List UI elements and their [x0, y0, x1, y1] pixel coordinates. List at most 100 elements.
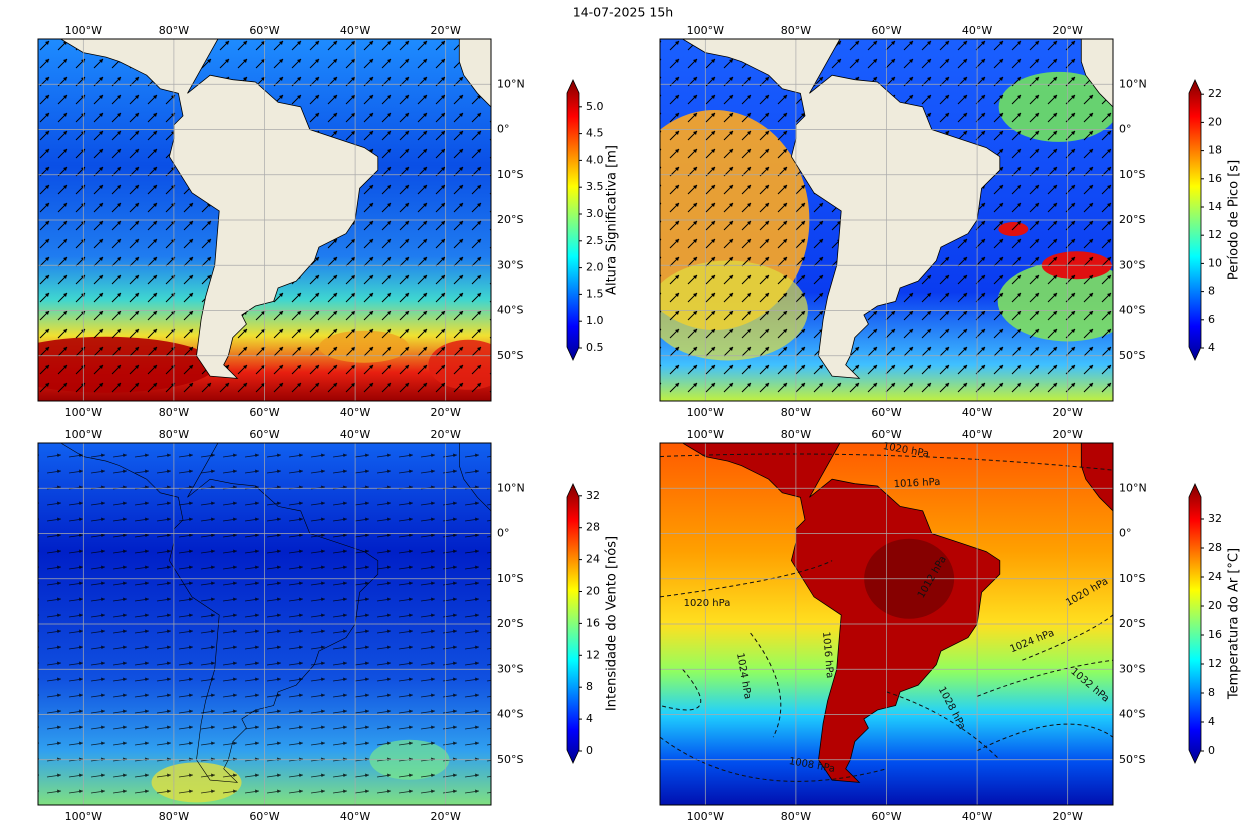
colorbar-tick-label: 2.5	[586, 234, 604, 247]
lon-label: 100°W	[687, 810, 724, 823]
land	[56, 39, 379, 379]
map-frame	[37, 442, 492, 806]
colorbar-tick-label: 24	[1208, 570, 1222, 583]
colorbar-tick-label: 28	[1208, 541, 1222, 554]
colorbar-tick-label: 28	[586, 521, 600, 534]
land	[458, 39, 491, 108]
colorbar-tick-label: 32	[1208, 512, 1222, 525]
colorbar-tick-label: 8	[586, 680, 593, 693]
lon-label: 80°W	[159, 428, 189, 441]
map-area	[38, 443, 491, 805]
lat-label: 50°S	[1119, 349, 1145, 362]
colorbar-label: Período de Pico [s]	[1227, 160, 1242, 280]
lat-label: 40°S	[497, 304, 523, 317]
lon-label: 60°W	[249, 810, 279, 823]
colorbar-tick-label: 3.5	[586, 180, 604, 193]
lat-label: 30°S	[497, 258, 523, 271]
lat-label: 40°S	[497, 708, 523, 721]
colorbar-tick-label: 4.0	[586, 153, 604, 166]
lon-label: 20°W	[1053, 810, 1083, 823]
colorbar: 0 4 8 12 16 20 24 28 32 Intensidade do Vento [nós…	[566, 483, 620, 764]
lon-label: 100°W	[65, 428, 102, 441]
lon-label: 20°W	[431, 406, 461, 419]
lon-label: 80°W	[781, 24, 811, 37]
figure-title: 14-07-2025 15h	[573, 5, 673, 20]
lon-label: 100°W	[65, 406, 102, 419]
colorbar-tick-label: 20	[1208, 599, 1222, 612]
colorbar-label: Intensidade do Vento [nós]	[605, 536, 620, 711]
lat-label: 0°	[497, 123, 510, 136]
lon-label: 40°W	[962, 406, 992, 419]
lat-label: 10°N	[1119, 481, 1147, 494]
isobar	[976, 723, 1113, 752]
lat-label: 50°S	[497, 349, 523, 362]
colorbar-tick-label: 8	[1208, 285, 1215, 298]
lon-label: 20°W	[431, 810, 461, 823]
lat-label: 10°N	[1119, 77, 1147, 90]
colorbar-tick-label: 22	[1208, 87, 1222, 100]
map-area	[660, 443, 1113, 805]
colorbar-body	[566, 483, 580, 764]
lat-label: 30°S	[1119, 662, 1145, 675]
lon-label: 40°W	[340, 24, 370, 37]
colorbar-tick-label: 20	[586, 585, 600, 598]
lon-label: 20°W	[1053, 406, 1083, 419]
lat-label: 10°N	[497, 77, 525, 90]
colorbar-tick-label: 0	[1208, 744, 1215, 757]
colorbar-body	[566, 79, 580, 361]
lon-label: 40°W	[340, 428, 370, 441]
lon-label: 20°W	[431, 428, 461, 441]
lat-label: 10°S	[497, 572, 523, 585]
map-panel: 100°W 100°W 80°W 80°W 60°W 60°W 40°W 40°W 20°W 20…	[659, 428, 1242, 823]
lat-label: 10°S	[1119, 168, 1145, 181]
colorbar-tick-label: 16	[586, 616, 600, 629]
lon-label: 60°W	[871, 24, 901, 37]
colorbar-tick-label: 2.0	[586, 261, 604, 274]
land	[458, 443, 491, 512]
lon-label: 100°W	[65, 24, 102, 37]
colorbar-tick-label: 0.5	[586, 341, 604, 354]
lon-label: 100°W	[687, 428, 724, 441]
colorbar-tick-label: 4	[1208, 715, 1215, 728]
lon-label: 40°W	[962, 24, 992, 37]
colorbar-tick-label: 6	[1208, 313, 1215, 326]
lat-label: 20°S	[497, 617, 523, 630]
colorbar-tick-label: 12	[1208, 657, 1222, 670]
colorbar-tick-label: 10	[1208, 256, 1222, 269]
colorbar-tick-label: 3.0	[586, 207, 604, 220]
lon-label: 100°W	[687, 406, 724, 419]
colorbar: 4 6 8 10 12 14 16 18 20 22 Período de Pico [s]	[1188, 79, 1242, 361]
lat-label: 0°	[497, 527, 510, 540]
lon-label: 80°W	[781, 406, 811, 419]
land	[57, 443, 379, 783]
lat-label: 0°	[1119, 527, 1132, 540]
land	[678, 443, 1001, 783]
isobar	[886, 691, 1001, 761]
lat-label: 30°S	[497, 662, 523, 675]
lon-label: 80°W	[159, 810, 189, 823]
isobar	[1022, 614, 1113, 661]
colorbar-tick-label: 4.5	[586, 127, 604, 140]
lat-label: 40°S	[1119, 304, 1145, 317]
lon-label: 20°W	[431, 24, 461, 37]
lon-label: 40°W	[962, 428, 992, 441]
colorbar-tick-label: 24	[586, 553, 600, 566]
lon-label: 100°W	[65, 810, 102, 823]
map-frame	[659, 442, 1114, 806]
map-frame	[37, 38, 492, 402]
map-panel: 100°W 100°W 80°W 80°W 60°W 60°W 40°W 40°W 20°W 20…	[659, 24, 1242, 419]
colorbar-tick-label: 0	[586, 744, 593, 757]
colorbar-tick-label: 4	[1208, 341, 1215, 354]
map-frame	[659, 38, 1114, 402]
lon-label: 20°W	[1053, 24, 1083, 37]
lat-label: 0°	[1119, 123, 1132, 136]
lat-label: 10°S	[497, 168, 523, 181]
colorbar-tick-label: 16	[1208, 172, 1222, 185]
lon-label: 60°W	[871, 810, 901, 823]
lon-label: 60°W	[249, 406, 279, 419]
lon-label: 40°W	[962, 810, 992, 823]
lon-label: 80°W	[159, 406, 189, 419]
colorbar-tick-label: 32	[586, 489, 600, 502]
contour-label: 1020 hPa	[684, 598, 731, 609]
lon-label: 80°W	[159, 24, 189, 37]
